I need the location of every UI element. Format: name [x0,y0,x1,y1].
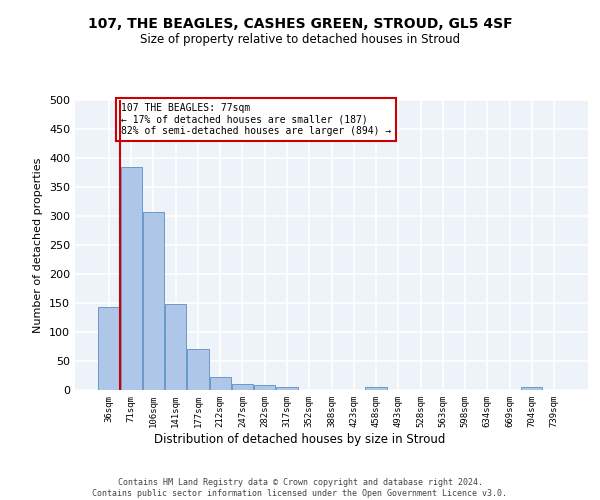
Bar [209,377,231,390]
Bar [232,384,253,390]
Text: 107, THE BEAGLES, CASHES GREEN, STROUD, GL5 4SF: 107, THE BEAGLES, CASHES GREEN, STROUD, … [88,18,512,32]
Text: Distribution of detached houses by size in Stroud: Distribution of detached houses by size … [154,432,446,446]
Text: Size of property relative to detached houses in Stroud: Size of property relative to detached ho… [140,32,460,46]
Bar [121,166,142,390]
Bar [365,387,386,390]
Bar [143,212,164,390]
Bar [187,350,209,390]
Y-axis label: Number of detached properties: Number of detached properties [34,158,43,332]
Bar [277,387,298,390]
Text: 107 THE BEAGLES: 77sqm
← 17% of detached houses are smaller (187)
82% of semi-de: 107 THE BEAGLES: 77sqm ← 17% of detached… [121,103,391,136]
Bar [521,387,542,390]
Bar [98,307,119,390]
Bar [165,304,186,390]
Text: Contains HM Land Registry data © Crown copyright and database right 2024.
Contai: Contains HM Land Registry data © Crown c… [92,478,508,498]
Bar [254,385,275,390]
